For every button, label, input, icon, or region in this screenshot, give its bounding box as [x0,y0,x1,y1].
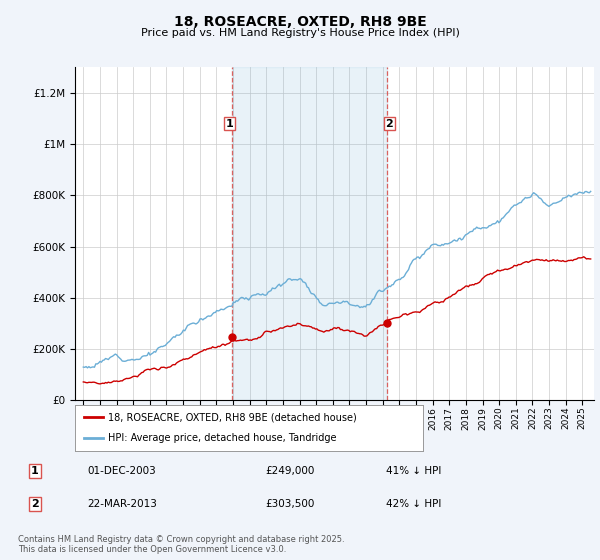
Text: 22-MAR-2013: 22-MAR-2013 [87,499,157,509]
Text: Price paid vs. HM Land Registry's House Price Index (HPI): Price paid vs. HM Land Registry's House … [140,28,460,38]
Text: 42% ↓ HPI: 42% ↓ HPI [386,499,442,509]
Text: 2: 2 [31,499,39,509]
Text: 2: 2 [385,119,393,129]
Bar [232,67,386,400]
Text: 18, ROSEACRE, OXTED, RH8 9BE (detached house): 18, ROSEACRE, OXTED, RH8 9BE (detached h… [108,412,357,422]
Text: £249,000: £249,000 [265,466,315,476]
Text: 1: 1 [226,119,233,129]
Text: Contains HM Land Registry data © Crown copyright and database right 2025.
This d: Contains HM Land Registry data © Crown c… [18,535,344,554]
Text: 18, ROSEACRE, OXTED, RH8 9BE: 18, ROSEACRE, OXTED, RH8 9BE [173,15,427,29]
Text: £303,500: £303,500 [265,499,315,509]
Text: 41% ↓ HPI: 41% ↓ HPI [386,466,442,476]
Text: 1: 1 [31,466,39,476]
Text: HPI: Average price, detached house, Tandridge: HPI: Average price, detached house, Tand… [108,433,337,444]
Text: 01-DEC-2003: 01-DEC-2003 [87,466,155,476]
